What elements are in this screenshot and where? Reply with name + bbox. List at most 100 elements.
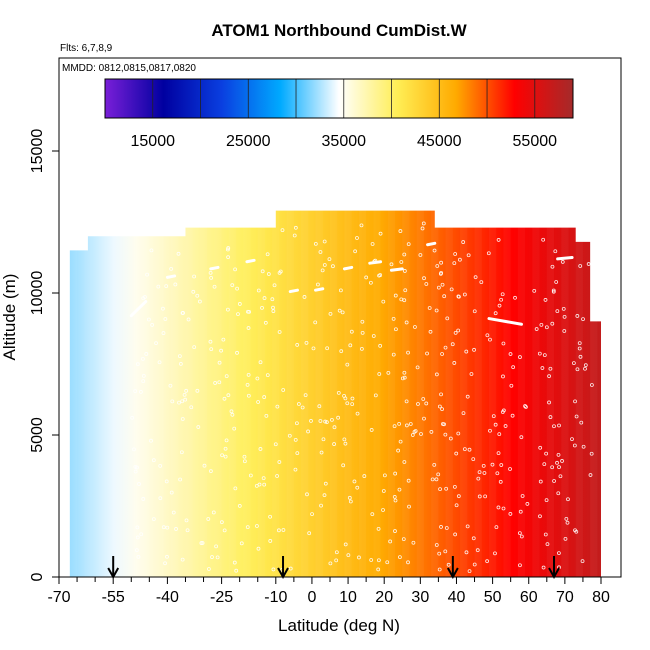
y-tick-label: 0 bbox=[29, 572, 46, 581]
flight-track-segment bbox=[426, 241, 437, 247]
sample-point bbox=[377, 372, 382, 376]
sample-point bbox=[247, 309, 252, 314]
sample-point bbox=[398, 555, 402, 560]
field-band bbox=[98, 207, 106, 577]
sample-point bbox=[369, 428, 374, 432]
sample-point bbox=[397, 421, 402, 426]
sample-point bbox=[350, 402, 355, 407]
sample-point bbox=[135, 535, 140, 540]
sample-point bbox=[544, 451, 549, 456]
sample-point bbox=[245, 382, 250, 387]
sample-point bbox=[179, 450, 184, 455]
sample-point bbox=[317, 404, 322, 409]
sample-point bbox=[407, 504, 411, 509]
sample-point bbox=[437, 567, 442, 572]
sample-point bbox=[538, 479, 543, 484]
sample-point bbox=[402, 252, 407, 257]
x-axis-label: Latitude (deg N) bbox=[278, 616, 400, 635]
sample-point bbox=[485, 559, 490, 564]
sample-point bbox=[406, 478, 411, 483]
sample-point bbox=[466, 253, 471, 258]
sample-point bbox=[467, 447, 472, 452]
sample-point bbox=[261, 476, 266, 480]
sample-point bbox=[143, 295, 147, 299]
sample-point bbox=[563, 537, 568, 541]
sample-point bbox=[575, 314, 580, 318]
sample-point bbox=[391, 352, 396, 357]
sample-point bbox=[322, 263, 327, 267]
sample-point bbox=[579, 420, 584, 425]
sample-point bbox=[378, 273, 383, 277]
sample-point bbox=[281, 528, 286, 532]
dates-label: MMDD: 0812,0815,0817,0820 bbox=[62, 63, 196, 74]
sample-point bbox=[146, 317, 151, 322]
sample-point bbox=[408, 422, 413, 426]
field-band bbox=[113, 207, 121, 577]
sample-point bbox=[258, 360, 263, 365]
sample-point bbox=[342, 437, 347, 442]
sample-point bbox=[415, 365, 420, 370]
sample-point bbox=[552, 479, 556, 483]
sample-point bbox=[402, 370, 407, 375]
sample-point bbox=[362, 474, 367, 478]
sample-point bbox=[313, 241, 318, 246]
sample-point bbox=[213, 381, 218, 385]
x-tick-label: -40 bbox=[156, 589, 179, 606]
field-band bbox=[546, 207, 555, 577]
sample-point bbox=[538, 514, 542, 519]
sample-point bbox=[325, 346, 330, 351]
sample-point bbox=[232, 426, 237, 431]
x-tick-label: 10 bbox=[339, 589, 357, 606]
sample-point bbox=[343, 441, 348, 446]
sample-point bbox=[439, 392, 443, 397]
sample-point bbox=[393, 293, 398, 298]
sample-point bbox=[287, 433, 292, 438]
sample-point bbox=[295, 343, 300, 347]
sample-point bbox=[334, 558, 339, 563]
sample-point bbox=[149, 438, 153, 443]
sample-point bbox=[392, 495, 397, 499]
sample-point bbox=[398, 439, 403, 444]
sample-point bbox=[589, 383, 594, 387]
sample-point bbox=[195, 388, 200, 393]
sample-point bbox=[248, 473, 253, 478]
sample-point bbox=[461, 411, 466, 416]
sample-point bbox=[560, 260, 565, 264]
y-tick-label: 15000 bbox=[29, 129, 46, 174]
sample-point bbox=[296, 402, 301, 406]
sample-point bbox=[309, 419, 313, 423]
sample-point bbox=[538, 445, 543, 450]
sample-point bbox=[242, 454, 247, 459]
field-band bbox=[272, 207, 280, 577]
flight-track-segment bbox=[389, 267, 404, 272]
flight-track-segment bbox=[368, 260, 383, 265]
sample-point bbox=[381, 299, 386, 304]
sample-point bbox=[570, 437, 574, 442]
sample-point bbox=[422, 416, 426, 421]
sample-point bbox=[552, 424, 556, 429]
sample-point bbox=[277, 460, 282, 464]
sample-point bbox=[432, 462, 437, 467]
sample-point bbox=[518, 509, 523, 514]
sample-point bbox=[182, 392, 187, 397]
sample-point bbox=[134, 548, 139, 553]
sample-point bbox=[164, 284, 169, 289]
sample-point bbox=[232, 560, 237, 565]
sample-point bbox=[174, 527, 178, 531]
sample-point bbox=[440, 352, 444, 356]
sample-point bbox=[292, 233, 297, 238]
sample-point bbox=[562, 315, 567, 319]
field-band bbox=[460, 207, 468, 577]
sample-point bbox=[339, 349, 344, 354]
sample-point bbox=[196, 425, 201, 429]
sample-point bbox=[428, 329, 433, 334]
sample-point bbox=[149, 248, 154, 253]
sample-point bbox=[573, 528, 577, 533]
sample-point bbox=[542, 353, 547, 357]
y-axis-label: Altitude (m) bbox=[0, 274, 19, 361]
sample-point bbox=[404, 399, 409, 404]
sample-point bbox=[302, 295, 307, 299]
sample-point bbox=[355, 236, 359, 240]
field-band bbox=[445, 207, 453, 577]
